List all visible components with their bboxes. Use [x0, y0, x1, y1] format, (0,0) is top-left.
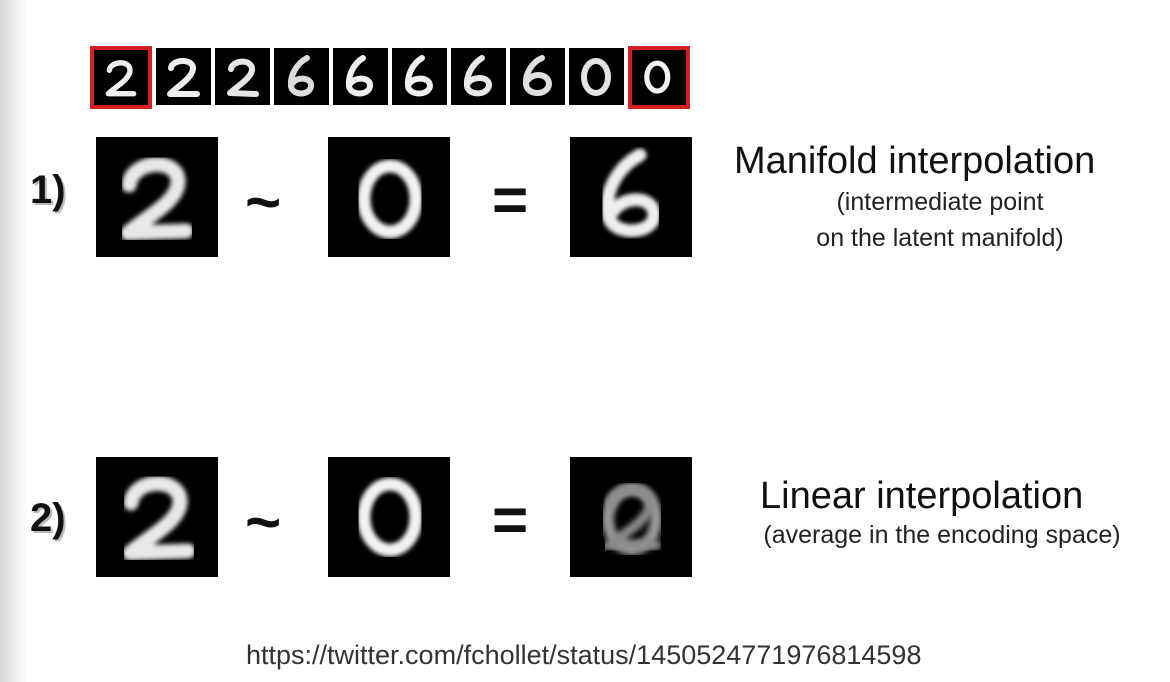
digit-6-glyph — [600, 148, 661, 238]
row-2-tilde: ~ — [245, 488, 282, 557]
digit-2-glyph — [167, 58, 200, 97]
strip-cell — [392, 48, 447, 105]
row-2-digit-0 — [328, 457, 450, 577]
digit-0-glyph — [581, 58, 611, 96]
source-url: https://twitter.com/fchollet/status/1450… — [246, 640, 922, 670]
digit-2-glyph — [105, 60, 137, 97]
row-1-tilde: ~ — [245, 168, 282, 237]
interpolation-strip — [90, 46, 694, 109]
blended-digit-glyph — [596, 483, 662, 555]
digit-0-glyph — [357, 159, 423, 239]
strip-cell-start — [90, 46, 152, 109]
row-1-label: 1) — [30, 168, 66, 212]
digit-2-glyph — [122, 476, 196, 561]
strip-cell — [333, 48, 388, 105]
digit-6-glyph — [463, 55, 493, 97]
left-edge-shade — [0, 0, 28, 682]
row-1-equals: = — [492, 166, 529, 235]
row-2-result-blend — [570, 457, 692, 577]
digit-6-glyph — [287, 55, 314, 97]
digit-0-glyph — [644, 60, 671, 94]
digit-2-glyph — [120, 157, 194, 241]
strip-cell-end — [628, 46, 690, 109]
strip-cell — [156, 48, 211, 105]
row-2-subtitle: (average in the encoding space) — [763, 521, 1121, 549]
strip-cell — [510, 48, 565, 105]
row-1-subtitle-line2: on the latent manifold) — [816, 224, 1064, 252]
row-2-label: 2) — [30, 496, 66, 540]
strip-cell — [569, 48, 624, 105]
row-1-result-6 — [570, 137, 692, 257]
strip-cell — [451, 48, 506, 105]
row-1-title: Manifold interpolation — [734, 140, 1096, 182]
row-1-subtitle-line1: (intermediate point — [836, 188, 1044, 216]
row-2-title: Linear interpolation — [760, 475, 1084, 517]
digit-0-glyph — [357, 477, 423, 557]
row-1-digit-2 — [96, 137, 218, 257]
digit-6-glyph — [345, 55, 373, 97]
strip-cell — [215, 48, 270, 105]
digit-6-glyph — [522, 55, 553, 96]
digit-6-glyph — [404, 55, 434, 97]
row-2-equals: = — [492, 486, 529, 555]
row-2-digit-2 — [96, 457, 218, 577]
strip-cell — [274, 48, 329, 105]
row-1-digit-0 — [328, 137, 450, 257]
digit-2-glyph — [227, 58, 259, 97]
